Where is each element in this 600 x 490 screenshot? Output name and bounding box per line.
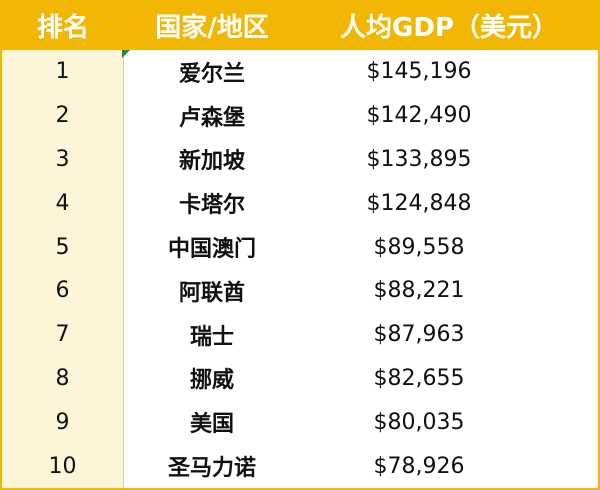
table-row: 8 挪威 $82,655 bbox=[2, 356, 598, 401]
country-cell[interactable]: 卢森堡 bbox=[178, 105, 245, 131]
gdp-cell[interactable]: $133,895 bbox=[366, 146, 472, 172]
country-cell[interactable]: 卡塔尔 bbox=[178, 193, 245, 219]
table-row: 4 卡塔尔 $124,848 bbox=[2, 181, 598, 226]
gdp-cell[interactable]: $124,848 bbox=[366, 190, 472, 216]
rank-cell[interactable]: 5 bbox=[2, 225, 124, 269]
country-cell[interactable]: 挪威 bbox=[189, 368, 234, 394]
gdp-cell[interactable]: $142,490 bbox=[366, 103, 472, 129]
rank-cell[interactable]: 6 bbox=[2, 268, 124, 313]
country-cell[interactable]: 美国 bbox=[189, 412, 234, 438]
gdp-cell[interactable]: $89,558 bbox=[373, 234, 465, 260]
rank-cell[interactable]: 7 bbox=[2, 312, 124, 357]
country-cell[interactable]: 中国澳门 bbox=[167, 237, 256, 263]
table-row: 6 阿联酋 $88,221 bbox=[2, 268, 598, 313]
table-row: 5 中国澳门 $89,558 bbox=[2, 225, 598, 269]
rank-cell[interactable]: 4 bbox=[2, 181, 124, 226]
rank-cell[interactable]: 2 bbox=[2, 93, 124, 138]
table-body: 1 爱尔兰 $145,196 2 卢森堡 $142,490 3 新加坡 $133… bbox=[2, 50, 598, 488]
table-row: 1 爱尔兰 $145,196 bbox=[2, 50, 598, 94]
rank-cell[interactable]: 3 bbox=[2, 137, 124, 182]
header-rank[interactable]: 排名 bbox=[36, 12, 89, 43]
table-header: 排名 国家/地区 人均GDP（美元） bbox=[2, 0, 598, 50]
rank-cell[interactable]: 1 bbox=[2, 50, 124, 94]
rank-cell[interactable]: 9 bbox=[2, 400, 124, 445]
gdp-cell[interactable]: $87,963 bbox=[373, 322, 465, 348]
gdp-cell[interactable]: $88,221 bbox=[373, 278, 465, 304]
gdp-cell[interactable]: $78,926 bbox=[373, 453, 465, 479]
rank-cell[interactable]: 8 bbox=[2, 356, 124, 401]
gdp-cell[interactable]: $145,196 bbox=[366, 59, 472, 85]
table-row: 2 卢森堡 $142,490 bbox=[2, 93, 598, 138]
table-row: 9 美国 $80,035 bbox=[2, 400, 598, 445]
table-row: 10 圣马力诺 $78,926 bbox=[2, 444, 598, 488]
gdp-cell[interactable]: $82,655 bbox=[373, 365, 465, 391]
gdp-cell[interactable]: $80,035 bbox=[373, 409, 465, 435]
table-row: 7 瑞士 $87,963 bbox=[2, 312, 598, 357]
table-row: 3 新加坡 $133,895 bbox=[2, 137, 598, 182]
comment-indicator-icon bbox=[122, 50, 130, 58]
country-cell[interactable]: 新加坡 bbox=[178, 149, 245, 175]
header-gdp[interactable]: 人均GDP（美元） bbox=[340, 12, 558, 43]
country-cell[interactable]: 圣马力诺 bbox=[167, 456, 256, 482]
rank-cell[interactable]: 10 bbox=[2, 444, 124, 488]
country-cell[interactable]: 瑞士 bbox=[189, 324, 234, 350]
header-country[interactable]: 国家/地区 bbox=[155, 12, 269, 43]
country-cell[interactable]: 爱尔兰 bbox=[178, 61, 245, 87]
country-cell[interactable]: 阿联酋 bbox=[178, 280, 245, 306]
